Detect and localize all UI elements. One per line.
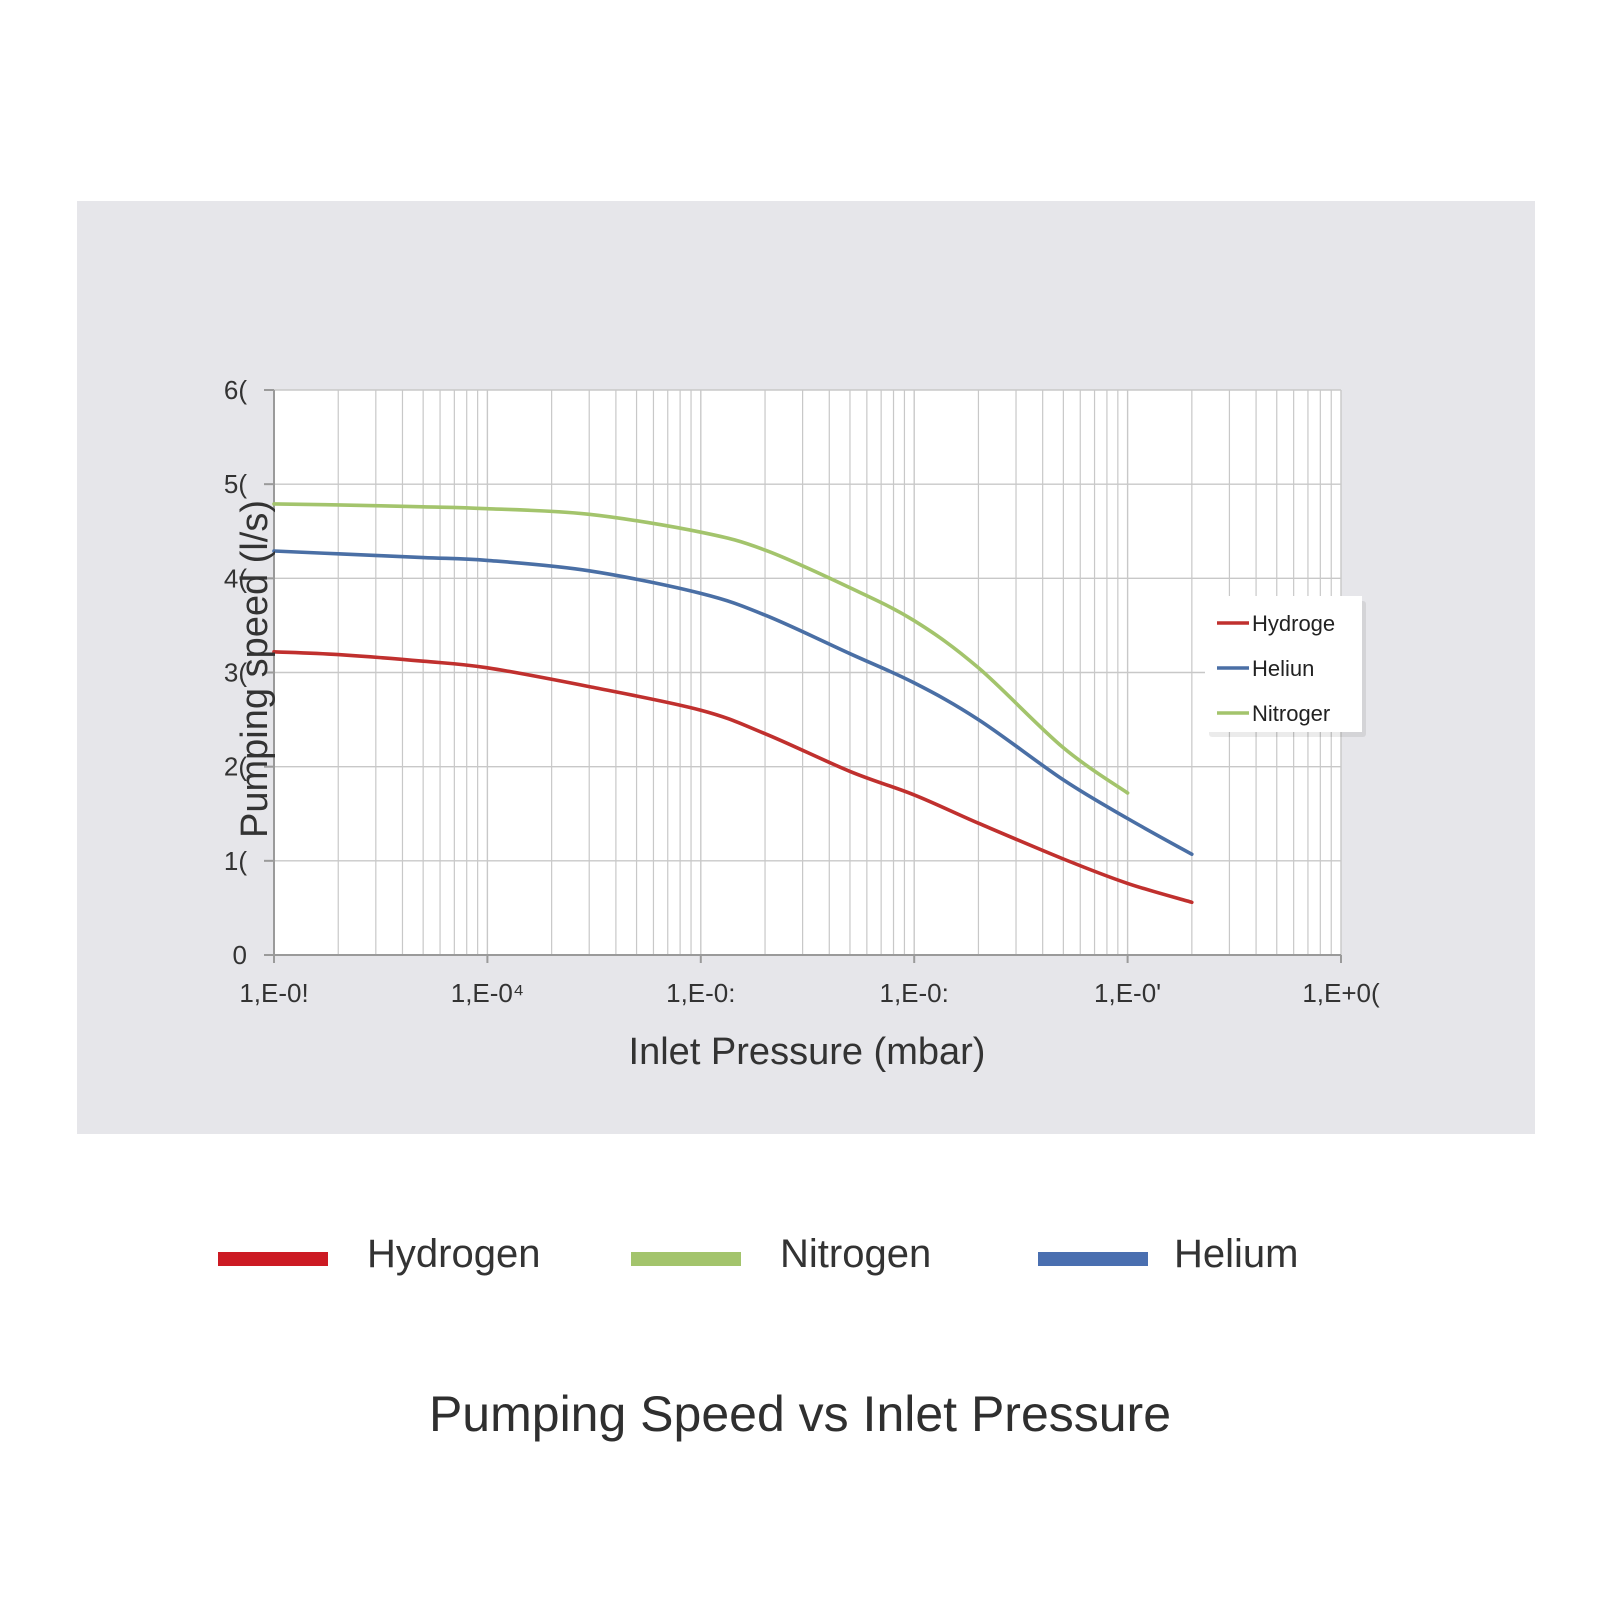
x-tick-label: 1,E-0: bbox=[666, 978, 735, 1008]
x-tick-label: 1,E-0! bbox=[239, 978, 308, 1008]
x-axis-title: Inlet Pressure (mbar) bbox=[629, 1031, 986, 1073]
x-tick-label: 1,E-0: bbox=[880, 978, 949, 1008]
y-tick-label: 2( bbox=[224, 752, 247, 782]
axes: 0 1( 2( 3( 4( 5( 6( 1,E-0! 1,E-0⁴ 1,E-0: 1,E-0: 1,E… bbox=[224, 375, 1380, 1008]
y-tick-label: 5( bbox=[224, 469, 247, 499]
y-tick-label: 3( bbox=[224, 658, 247, 688]
series-line-nitrogen bbox=[272, 502, 1130, 795]
x-tick-label: 1,E-0' bbox=[1094, 978, 1161, 1008]
y-tick-label: 6( bbox=[224, 375, 247, 405]
y-tick-label: 1( bbox=[224, 846, 247, 876]
legend-box bbox=[1205, 596, 1362, 732]
series-line-helium bbox=[272, 549, 1194, 856]
series-lines bbox=[272, 502, 1194, 905]
hydrogen-swatch bbox=[218, 1252, 328, 1266]
legend-label: Nitroger bbox=[1252, 701, 1330, 726]
legend-label: Hydroge bbox=[1252, 611, 1335, 636]
legend-label: Heliun bbox=[1252, 656, 1314, 681]
y-tick-label: 4( bbox=[224, 563, 247, 593]
bottom-legend-label: Hydrogen bbox=[367, 1232, 541, 1276]
legend: Hydroge Heliun Nitroger bbox=[1205, 596, 1366, 737]
series-line-hydrogen bbox=[272, 650, 1194, 905]
helium-swatch bbox=[1038, 1252, 1148, 1266]
grid bbox=[273, 389, 1342, 956]
nitrogen-swatch bbox=[631, 1252, 741, 1266]
x-tick-label: 1,E+0( bbox=[1302, 978, 1380, 1008]
pumping-speed-chart: 0 1( 2( 3( 4( 5( 6( 1,E-0! 1,E-0⁴ 1,E-0: 1,E-0: 1,E… bbox=[224, 375, 1380, 1073]
bottom-legend-label: Nitrogen bbox=[780, 1232, 932, 1276]
chart-panel: 0 1( 2( 3( 4( 5( 6( 1,E-0! 1,E-0⁴ 1,E-0: 1,E-0: 1,E… bbox=[77, 201, 1535, 1134]
y-axis-title: Pumping speed (l/s) bbox=[234, 500, 276, 838]
y-tick-label: 0 bbox=[233, 940, 247, 970]
bottom-legend: Hydrogen Nitrogen Helium bbox=[0, 1228, 1600, 1288]
bottom-legend-label: Helium bbox=[1174, 1232, 1299, 1276]
figure-caption: Pumping Speed vs Inlet Pressure bbox=[428, 1386, 1172, 1442]
x-tick-label: 1,E-0⁴ bbox=[451, 978, 524, 1008]
